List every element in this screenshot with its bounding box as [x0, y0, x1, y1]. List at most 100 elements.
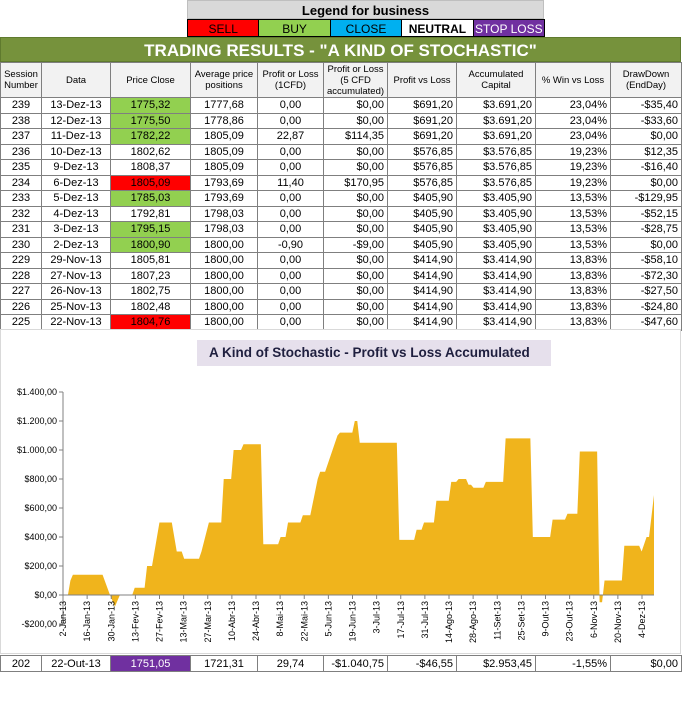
cell-date: 2-Dez-13: [41, 236, 111, 253]
cell-date: 3-Dez-13: [41, 221, 111, 238]
cell-accum-capital: $3.405,90: [456, 205, 536, 222]
legend-items: SELL BUY CLOSE NEUTRAL STOP LOSS: [187, 19, 546, 37]
table-header-row: Session Number Data Price Close Average …: [0, 62, 682, 98]
cell-pl-1cfd: 0,00: [257, 252, 324, 269]
table-row: 231 3-Dez-13 1795,15 1798,03 0,00 $0,00 $405,9…: [0, 221, 682, 238]
x-tick-label: 31-Jul-13: [420, 601, 430, 639]
x-tick-label: 16-Jan-13: [82, 601, 92, 642]
cell-pl-1cfd: 0,00: [257, 314, 324, 331]
cell-price-close: 1805,81: [110, 252, 191, 269]
cell-avg-price: 1800,00: [190, 298, 258, 315]
cell-win-vs-loss: 13,83%: [535, 314, 611, 331]
legend-buy: BUY: [258, 19, 331, 37]
cell-avg-price: 1800,00: [190, 283, 258, 300]
x-tick-label: 13-Mar-13: [179, 601, 189, 643]
x-tick-label: 25-Set-13: [516, 601, 526, 641]
cell-session: 237: [0, 128, 42, 145]
cell-accum-capital: $3.414,90: [456, 267, 536, 284]
cell-avg-price: 1793,69: [190, 190, 258, 207]
cell-drawdown: -$28,75: [610, 221, 682, 238]
cell-avg-price: 1800,00: [190, 267, 258, 284]
cell-win-vs-loss: 13,53%: [535, 205, 611, 222]
cell-pl-1cfd: 11,40: [257, 174, 324, 191]
cell-profit-vs-loss: $414,90: [387, 314, 457, 331]
page-title: TRADING RESULTS - "A KIND OF STOCHASTIC": [0, 37, 681, 62]
cell-accum-capital: $3.405,90: [456, 236, 536, 253]
cell-pl-5cfd: $0,00: [323, 143, 388, 160]
cell-pl-5cfd: -$1.040,75: [323, 655, 388, 672]
x-tick-label: 8-Mai-13: [275, 601, 285, 637]
table-row: 228 27-Nov-13 1807,23 1800,00 0,00 $0,00 $414,…: [0, 267, 682, 284]
cell-pl-5cfd: $0,00: [323, 267, 388, 284]
cell-pl-5cfd: $0,00: [323, 221, 388, 238]
y-tick-label: $1.400,00: [17, 387, 57, 397]
x-tick-label: 24-Abr-13: [251, 601, 261, 641]
cell-drawdown: $0,00: [610, 236, 682, 253]
cell-avg-price: 1777,68: [190, 97, 258, 114]
x-tick-label: 22-Mai-13: [299, 601, 309, 642]
cell-session: 235: [0, 159, 42, 176]
cell-price-close: 1800,90: [110, 236, 191, 253]
x-tick-label: 3-Jul-13: [372, 601, 382, 634]
y-tick-label: $600,00: [24, 503, 57, 513]
cell-session: 238: [0, 112, 42, 129]
table-row: 238 12-Dez-13 1775,50 1778,86 0,00 $0,00 $691,…: [0, 112, 682, 129]
cell-price-close: 1802,75: [110, 283, 191, 300]
cell-session: 236: [0, 143, 42, 160]
cell-price-close: 1808,37: [110, 159, 191, 176]
bottom-row-table: 202 22-Out-13 1751,05 1721,31 29,74 -$1.…: [0, 655, 682, 672]
cell-profit-vs-loss: $405,90: [387, 205, 457, 222]
cell-drawdown: -$129,95: [610, 190, 682, 207]
cell-price-close: 1785,03: [110, 190, 191, 207]
cell-date: 26-Nov-13: [41, 283, 111, 300]
cell-price-close: 1795,15: [110, 221, 191, 238]
chart-svg: -$200,00 $0,00 $200,00 $400,00 $600,00 $800,0…: [17, 387, 654, 643]
cell-drawdown: -$52,15: [610, 205, 682, 222]
cell-date: 11-Dez-13: [41, 128, 111, 145]
cell-profit-vs-loss: $576,85: [387, 174, 457, 191]
cell-accum-capital: $3.405,90: [456, 190, 536, 207]
cell-date: 5-Dez-13: [41, 190, 111, 207]
x-tick-label: 4-Dez-13: [637, 601, 647, 638]
cell-drawdown: $12,35: [610, 143, 682, 160]
cell-profit-vs-loss: $691,20: [387, 97, 457, 114]
cell-pl-1cfd: 0,00: [257, 97, 324, 114]
cell-pl-5cfd: -$9,00: [323, 236, 388, 253]
header-drawdown: DrawDown (EndDay): [610, 62, 682, 98]
cell-date: 22-Out-13: [41, 655, 111, 672]
table-row: 202 22-Out-13 1751,05 1721,31 29,74 -$1.…: [0, 655, 682, 672]
table-row: 239 13-Dez-13 1775,32 1777,68 0,00 $0,00 $691,…: [0, 97, 682, 114]
cell-session: 239: [0, 97, 42, 114]
cell-drawdown: $0,00: [610, 128, 682, 145]
y-tick-label: $400,00: [24, 532, 57, 542]
cell-profit-vs-loss: $576,85: [387, 159, 457, 176]
cell-date: 29-Nov-13: [41, 252, 111, 269]
cell-accum-capital: $3.576,85: [456, 159, 536, 176]
x-tick-label: 27-Mar-13: [203, 601, 213, 643]
cell-pl-5cfd: $0,00: [323, 283, 388, 300]
x-tick-label: 2-Jan-13: [58, 601, 68, 637]
cell-date: 13-Dez-13: [41, 97, 111, 114]
table-row: 234 6-Dez-13 1805,09 1793,69 11,40 $170,95 $57…: [0, 174, 682, 191]
legend-stop-loss: STOP LOSS: [472, 19, 546, 37]
cell-price-close: 1802,62: [110, 143, 191, 160]
cell-drawdown: -$72,30: [610, 267, 682, 284]
cell-win-vs-loss: 23,04%: [535, 112, 611, 129]
cell-price-close: 1805,09: [110, 174, 191, 191]
x-tick-label: 20-Nov-13: [613, 601, 623, 643]
cell-win-vs-loss: 19,23%: [535, 174, 611, 191]
x-tick-label: 28-Ago-13: [468, 601, 478, 643]
y-tick-label: $1.200,00: [17, 416, 57, 426]
cell-accum-capital: $3.405,90: [456, 221, 536, 238]
cell-profit-vs-loss: $414,90: [387, 298, 457, 315]
cell-avg-price: 1793,69: [190, 174, 258, 191]
table-row: 233 5-Dez-13 1785,03 1793,69 0,00 $0,00 $405,9…: [0, 190, 682, 207]
cell-win-vs-loss: 23,04%: [535, 97, 611, 114]
results-body: 239 13-Dez-13 1775,32 1777,68 0,00 $0,00 $691,…: [0, 97, 682, 331]
x-tick-label: 30-Jan-13: [106, 601, 116, 642]
area-series: [63, 421, 654, 607]
cell-avg-price: 1798,03: [190, 205, 258, 222]
header-avg-price: Average price positions: [190, 62, 258, 98]
cell-pl-1cfd: 0,00: [257, 159, 324, 176]
cell-pl-5cfd: $114,35: [323, 128, 388, 145]
